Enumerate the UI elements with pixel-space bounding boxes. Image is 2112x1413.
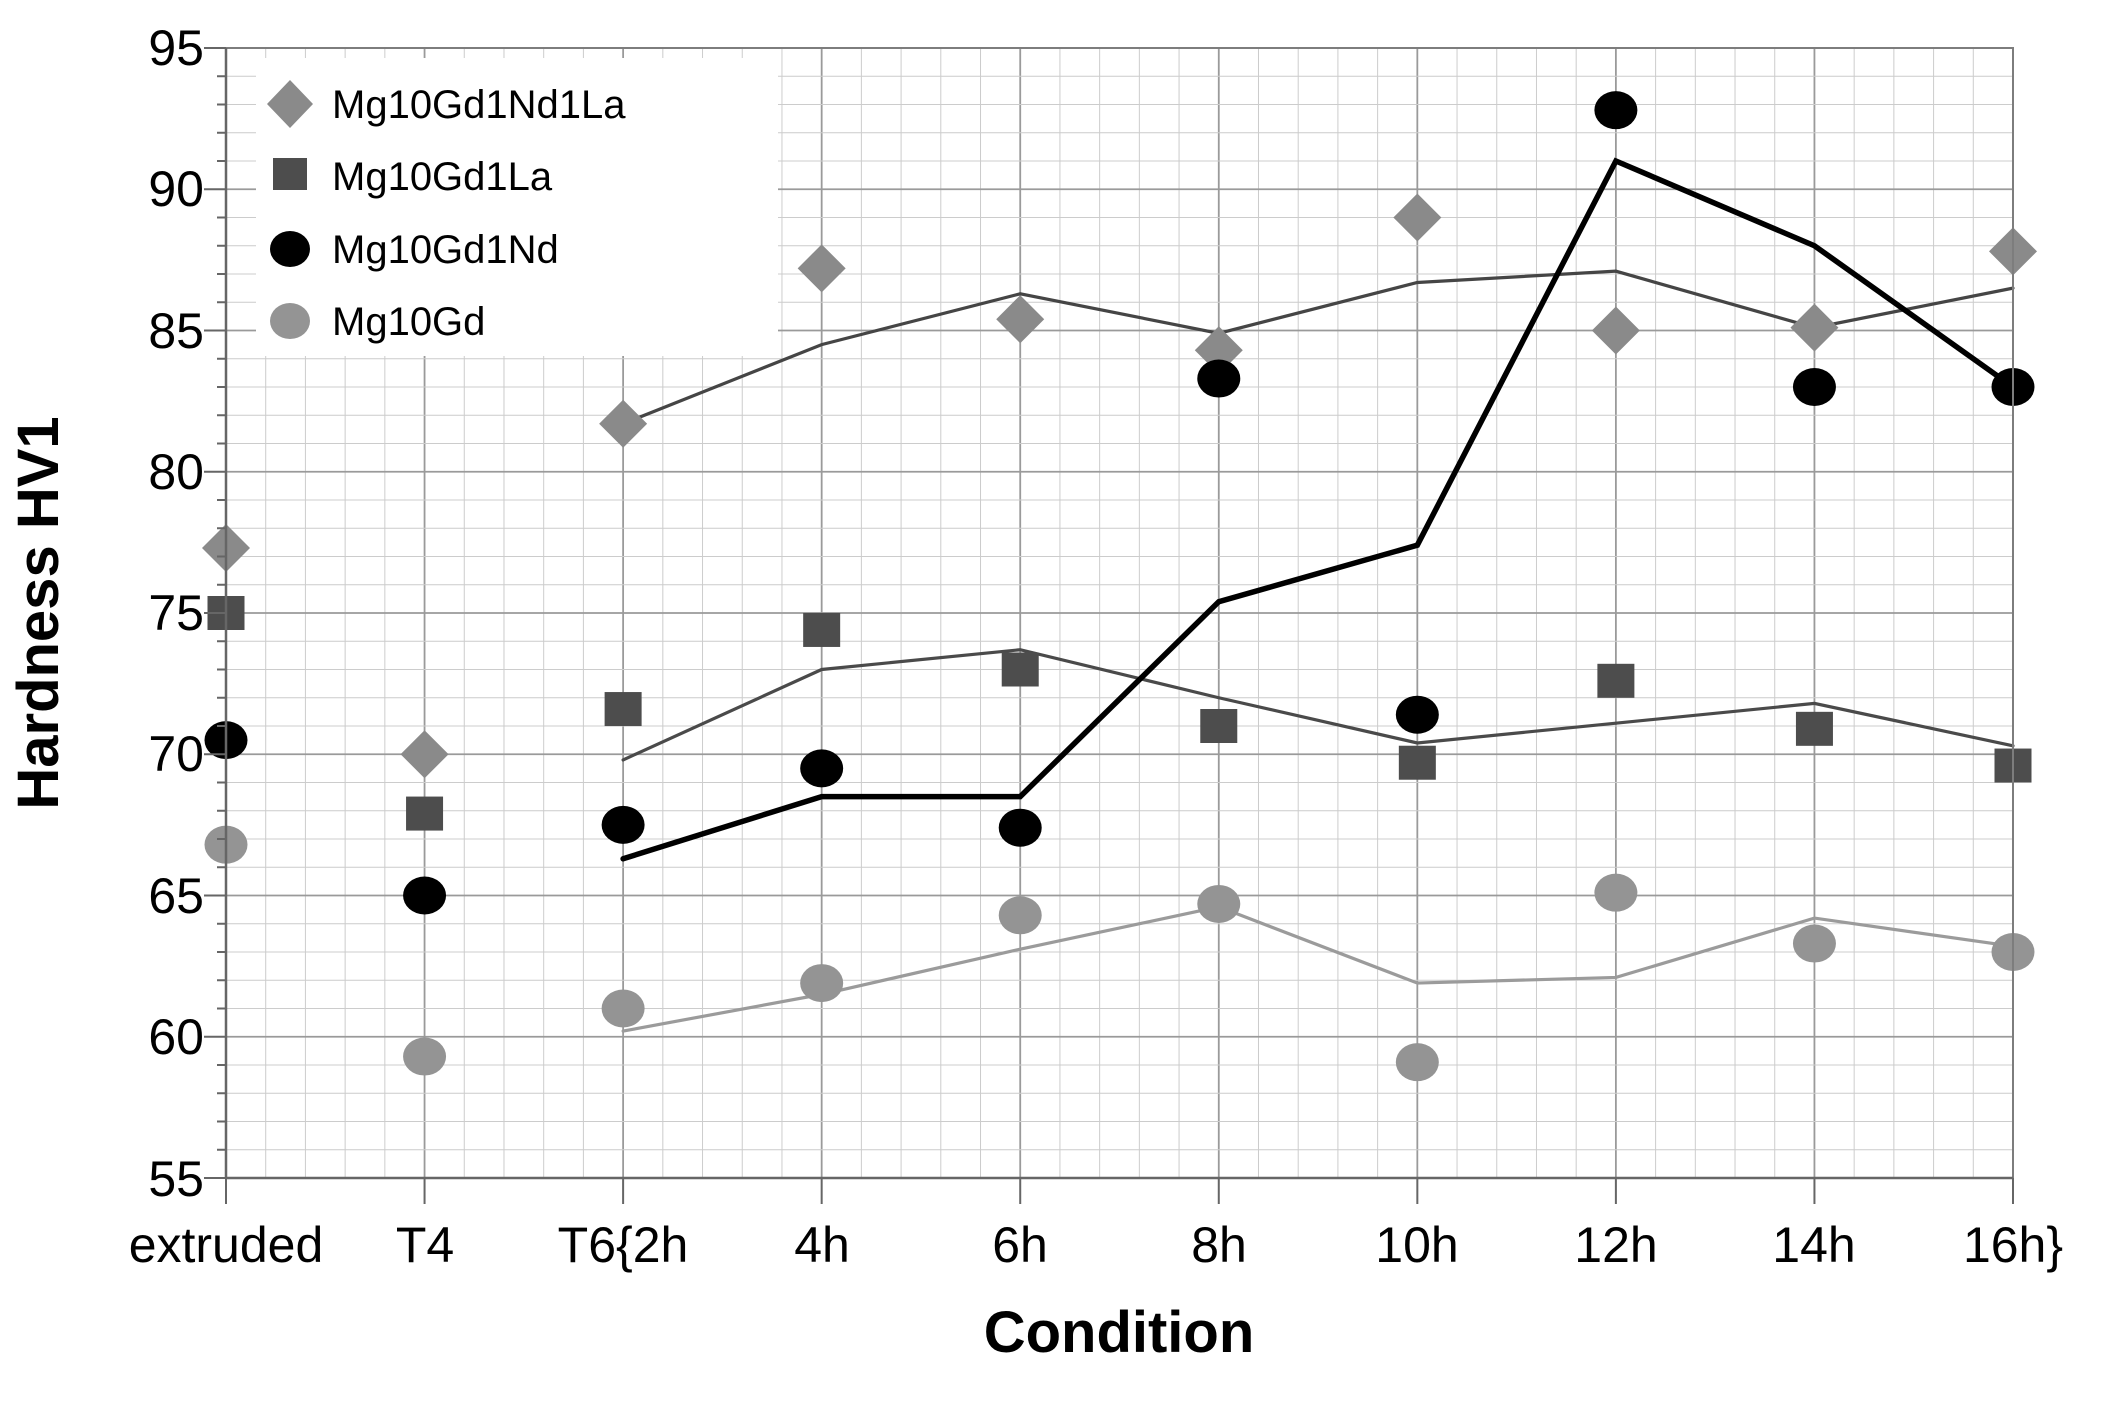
data-point-Mg10Gd1La <box>1398 745 1436 780</box>
data-point-Mg10Gd1Nd1La <box>1194 326 1243 375</box>
y-axis-title: Hardness HV1 <box>6 416 71 809</box>
data-point-Mg10Gd1La <box>1795 711 1833 746</box>
y-tick-label: 95 <box>148 20 204 76</box>
data-point-Mg10Gd1Nd1La <box>797 244 846 293</box>
data-point-Mg10Gd <box>1395 1043 1439 1082</box>
trend-line-Mg10Gd1Nd1La <box>621 269 2015 426</box>
axes-and-ticks <box>204 47 2014 1204</box>
x-tick-label: extruded <box>129 1217 324 1273</box>
data-point-Mg10Gd <box>403 1037 447 1076</box>
x-axis-tick-labels: extruded T4 T6{2h 4h 6h 8h 10h 12h 14h 1… <box>129 1217 2063 1273</box>
data-point-Mg10Gd <box>1197 884 1241 923</box>
data-point-Mg10Gd1Nd <box>403 876 447 915</box>
data-point-Mg10Gd1La <box>406 796 444 831</box>
y-tick-label: 80 <box>148 444 204 500</box>
data-point-Mg10Gd <box>998 896 1042 935</box>
data-point-Mg10Gd1Nd <box>800 749 844 788</box>
x-tick-label: 6h <box>992 1217 1048 1273</box>
data-point-Mg10Gd1Nd <box>1395 695 1439 734</box>
trend-line-Mg10Gd <box>621 905 2015 1033</box>
data-point-Mg10Gd1La <box>604 692 642 727</box>
legend-item-label: Mg10Gd1Nd1La <box>332 83 626 127</box>
data-point-Mg10Gd <box>1594 873 1638 912</box>
data-point-Mg10Gd <box>1792 924 1836 963</box>
y-tick-label: 90 <box>148 161 204 217</box>
legend-item-label: Mg10Gd <box>332 300 485 344</box>
data-point-Mg10Gd1Nd1La <box>1393 193 1442 242</box>
data-point-Mg10Gd1La <box>1597 663 1635 698</box>
x-tick-label: 12h <box>1574 1217 1657 1273</box>
data-point-Mg10Gd <box>601 989 645 1028</box>
data-point-Mg10Gd1Nd1La <box>1591 306 1640 355</box>
y-tick-label: 75 <box>148 585 204 641</box>
data-points <box>202 91 2037 1082</box>
data-point-Mg10Gd1Nd <box>998 808 1042 847</box>
data-point-Mg10Gd1Nd1La <box>599 399 648 448</box>
data-point-Mg10Gd1Nd <box>1197 359 1241 398</box>
x-tick-label: 10h <box>1375 1217 1458 1273</box>
x-tick-label: 8h <box>1191 1217 1247 1273</box>
x-tick-label: 16h} <box>1963 1217 2063 1273</box>
data-point-Mg10Gd1La <box>1200 709 1238 743</box>
x-tick-label: 4h <box>794 1217 850 1273</box>
legend-marker-black-circle-icon <box>270 231 310 267</box>
x-tick-label: T6{2h <box>558 1217 689 1273</box>
trend-line-Mg10Gd1La <box>621 648 2015 762</box>
y-tick-label: 60 <box>148 1009 204 1065</box>
data-point-Mg10Gd1Nd1La <box>996 295 1045 344</box>
data-point-Mg10Gd1Nd1La <box>400 730 449 779</box>
data-point-Mg10Gd1La <box>1001 652 1039 687</box>
data-point-Mg10Gd1Nd <box>1594 91 1638 130</box>
x-axis-title: Condition <box>984 1300 1255 1365</box>
legend-background <box>256 58 778 356</box>
data-point-Mg10Gd1La <box>803 612 841 647</box>
trend-line-Mg10Gd1Nd <box>620 157 2016 862</box>
legend-item-label: Mg10Gd1La <box>332 155 553 199</box>
y-axis-tick-labels: 95 90 85 80 75 70 65 60 55 <box>148 20 204 1207</box>
data-point-Mg10Gd1Nd <box>601 805 645 844</box>
y-tick-label: 65 <box>148 868 204 924</box>
legend-item-label: Mg10Gd1Nd <box>332 228 559 272</box>
y-tick-label: 55 <box>148 1151 204 1207</box>
y-tick-label: 85 <box>148 303 204 359</box>
legend-marker-gray-circle-icon <box>270 303 310 339</box>
data-point-Mg10Gd1Nd1La <box>1790 303 1839 352</box>
x-tick-label: T4 <box>396 1217 454 1273</box>
x-tick-label: 14h <box>1772 1217 1855 1273</box>
legend: Mg10Gd1Nd1La Mg10Gd1La Mg10Gd1Nd Mg10Gd <box>256 58 778 356</box>
data-point-Mg10Gd1Nd <box>1792 368 1836 406</box>
data-point-Mg10Gd <box>800 964 844 1003</box>
trend-lines <box>620 157 2016 1033</box>
y-tick-label: 70 <box>148 726 204 782</box>
legend-marker-diamond-icon <box>267 80 313 128</box>
legend-marker-square-icon <box>273 158 307 190</box>
